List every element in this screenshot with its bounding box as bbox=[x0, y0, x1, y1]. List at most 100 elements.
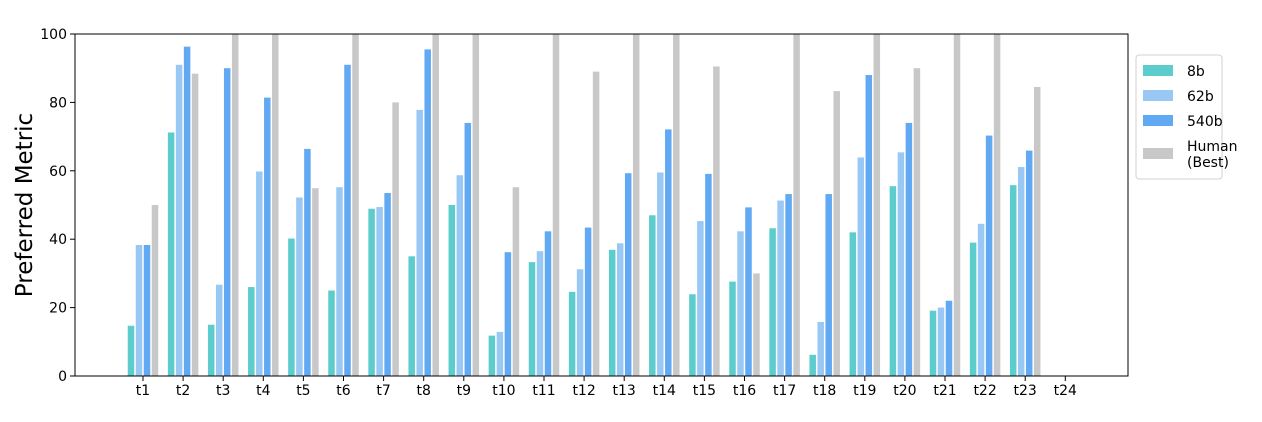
x-tick-label-t22: t22 bbox=[973, 383, 996, 399]
x-tick-label-t10: t10 bbox=[492, 383, 515, 399]
bar-t19-62b bbox=[857, 157, 865, 376]
legend-swatch bbox=[1143, 65, 1173, 76]
bar-t20-8b bbox=[889, 186, 897, 376]
bar-t11-540b bbox=[544, 231, 552, 376]
bar-t17-8b bbox=[769, 228, 776, 376]
bar-t10-8b bbox=[488, 335, 496, 376]
bar-t19-540b bbox=[865, 75, 873, 376]
bar-t4-540b bbox=[264, 97, 271, 377]
bar-t22-62b bbox=[977, 223, 985, 376]
x-tick-label-t16: t16 bbox=[733, 383, 756, 399]
bar-t10-540b bbox=[504, 252, 512, 376]
bar-t18-8b bbox=[809, 354, 816, 376]
x-tick-label-t21: t21 bbox=[933, 383, 956, 399]
bar-t8-human bbox=[432, 34, 439, 376]
x-tick-label-t20: t20 bbox=[893, 383, 916, 399]
bar-t6-540b bbox=[344, 64, 351, 376]
bar-t5-8b bbox=[288, 238, 295, 376]
bar-t3-8b bbox=[207, 324, 215, 376]
bar-t9-540b bbox=[464, 122, 472, 376]
bar-t22-540b bbox=[985, 135, 993, 376]
bar-t23-540b bbox=[1025, 150, 1033, 376]
legend-label: Human bbox=[1187, 139, 1238, 155]
y-tick-label: 60 bbox=[49, 164, 67, 180]
bar-t12-62b bbox=[576, 269, 584, 376]
bar-t9-8b bbox=[448, 205, 456, 376]
bar-t21-540b bbox=[945, 300, 953, 376]
bar-t16-540b bbox=[745, 207, 752, 376]
bar-t21-8b bbox=[929, 310, 937, 376]
bar-t14-540b bbox=[665, 129, 672, 376]
bar-t2-62b bbox=[175, 64, 183, 376]
bar-t11-8b bbox=[528, 262, 536, 376]
x-tick-label-t24: t24 bbox=[1054, 383, 1077, 399]
bar-t18-human bbox=[833, 91, 840, 377]
bar-t23-8b bbox=[1009, 185, 1017, 376]
bar-t13-540b bbox=[624, 173, 632, 376]
bars-layer bbox=[127, 34, 1041, 377]
y-axis: 0 20 40 60 80 100 bbox=[40, 27, 75, 385]
bar-t17-540b bbox=[785, 194, 792, 376]
bar-t13-62b bbox=[616, 243, 624, 376]
y-axis-label: Preferred Metric bbox=[12, 113, 38, 297]
y-tick-label: 40 bbox=[49, 232, 67, 248]
bar-t5-62b bbox=[296, 197, 303, 376]
bar-t4-human bbox=[272, 34, 279, 376]
bar-t13-8b bbox=[608, 249, 616, 376]
bar-t21-human bbox=[953, 34, 961, 376]
x-tick-label-t13: t13 bbox=[613, 383, 636, 399]
x-tick-label-t15: t15 bbox=[693, 383, 716, 399]
bar-t1-human bbox=[151, 205, 159, 376]
bar-t4-8b bbox=[248, 287, 255, 376]
bar-t15-8b bbox=[689, 294, 696, 376]
bar-t14-human bbox=[673, 34, 680, 376]
x-tick-label-t19: t19 bbox=[853, 383, 876, 399]
legend-label: 8b bbox=[1187, 64, 1205, 80]
x-tick-label-t6: t6 bbox=[336, 383, 350, 399]
bar-t15-62b bbox=[697, 221, 704, 376]
plot-frame bbox=[74, 33, 1129, 377]
bar-t3-human bbox=[231, 34, 239, 376]
bar-t7-62b bbox=[376, 207, 383, 376]
legend-swatch bbox=[1143, 148, 1173, 159]
bar-t9-62b bbox=[456, 175, 464, 376]
bar-t18-62b bbox=[817, 321, 824, 376]
legend-label: 540b bbox=[1187, 114, 1223, 130]
bar-t18-540b bbox=[825, 194, 832, 376]
x-tick-label-t23: t23 bbox=[1014, 383, 1037, 399]
bar-t23-human bbox=[1033, 87, 1041, 376]
bar-t19-human bbox=[873, 34, 881, 376]
bar-t5-human bbox=[312, 188, 319, 376]
y-tick-label: 0 bbox=[58, 369, 67, 385]
x-tick-label-t2: t2 bbox=[176, 383, 190, 399]
bar-t2-540b bbox=[183, 46, 191, 377]
bar-t17-62b bbox=[777, 200, 784, 376]
bar-t2-human bbox=[191, 73, 199, 377]
x-tick-label-t18: t18 bbox=[813, 383, 836, 399]
bar-t19-8b bbox=[849, 232, 857, 376]
legend-label: 62b bbox=[1187, 89, 1214, 105]
bar-t5-540b bbox=[304, 148, 311, 376]
bar-t12-human bbox=[592, 71, 600, 377]
bar-t7-human bbox=[392, 102, 399, 377]
bar-t7-540b bbox=[384, 193, 391, 376]
x-tick-label-t3: t3 bbox=[216, 383, 230, 399]
x-tick-label-t8: t8 bbox=[416, 383, 430, 399]
bar-t8-62b bbox=[416, 109, 423, 377]
bar-t12-540b bbox=[584, 227, 592, 376]
bar-t8-8b bbox=[408, 256, 415, 376]
bar-t14-62b bbox=[657, 172, 664, 376]
bar-t3-62b bbox=[215, 284, 223, 376]
x-tick-label-t1: t1 bbox=[136, 383, 150, 399]
bar-t16-human bbox=[753, 273, 760, 376]
bar-t15-human bbox=[713, 66, 720, 377]
x-tick-label-t5: t5 bbox=[296, 383, 310, 399]
bar-t1-62b bbox=[135, 245, 143, 376]
legend-swatch bbox=[1143, 115, 1173, 126]
bar-t20-human bbox=[913, 68, 921, 376]
bar-t23-62b bbox=[1017, 167, 1025, 376]
bar-t11-human bbox=[552, 34, 560, 376]
x-tick-label-t11: t11 bbox=[532, 383, 555, 399]
bar-t8-540b bbox=[424, 49, 431, 376]
